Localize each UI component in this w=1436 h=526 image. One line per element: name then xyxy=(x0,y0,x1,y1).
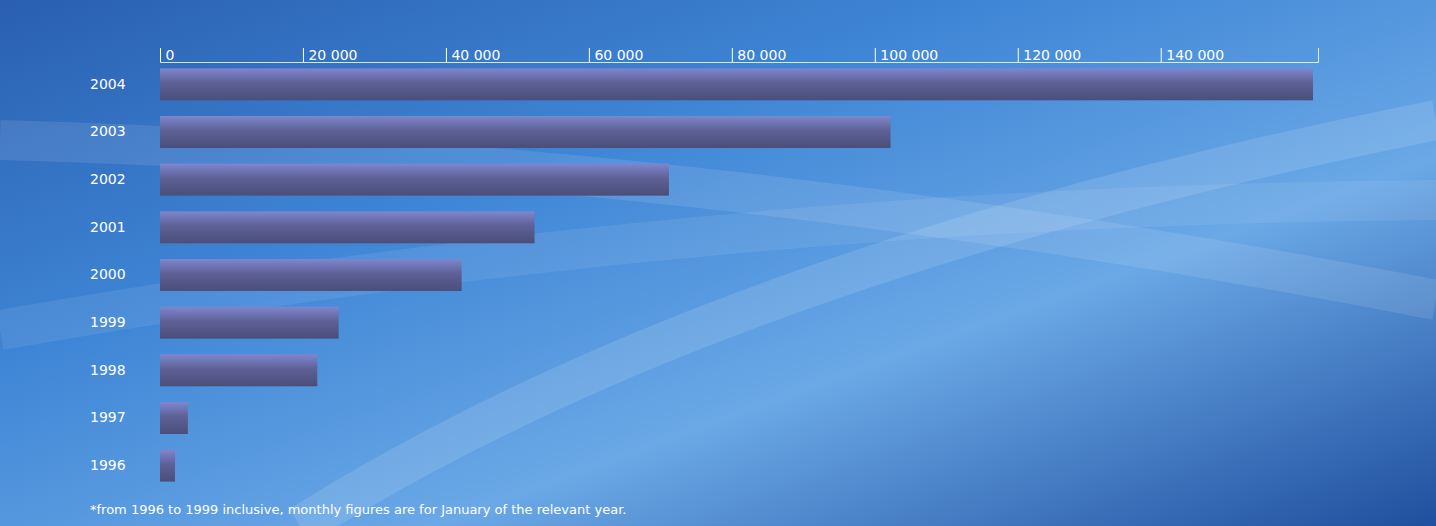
category-label: 2000 xyxy=(90,266,126,282)
axis-line xyxy=(161,48,1319,63)
category-label: 2001 xyxy=(90,219,126,235)
bar xyxy=(160,164,669,196)
tick: 60 000 xyxy=(589,47,643,63)
bar xyxy=(160,116,891,148)
tick: 2003 xyxy=(90,123,126,139)
tick: 2001 xyxy=(90,219,126,235)
tick-label: 60 000 xyxy=(594,47,643,63)
bar xyxy=(160,450,175,482)
bar xyxy=(160,307,339,339)
tick: 2000 xyxy=(90,266,126,282)
tick: 140 000 xyxy=(1161,47,1224,63)
tick: 1999 xyxy=(90,314,126,330)
category-label: 2003 xyxy=(90,123,126,139)
tick: 2004 xyxy=(90,76,126,92)
background xyxy=(0,0,1436,526)
category-label: 2004 xyxy=(90,76,126,92)
tick-mark xyxy=(875,48,876,62)
x-axis: 0 20 000 40 000 60 000 80 000 100 000 120 000 1… xyxy=(161,47,1319,63)
tick: 2002 xyxy=(90,171,126,187)
bars xyxy=(160,68,1313,481)
tick: 40 000 xyxy=(446,47,500,63)
tick: 1996 xyxy=(90,457,126,473)
tick: 100 000 xyxy=(875,47,938,63)
bar xyxy=(160,402,188,434)
bar xyxy=(160,211,535,243)
tick: 80 000 xyxy=(732,47,786,63)
category-label: 1996 xyxy=(90,457,126,473)
tick-mark xyxy=(1161,48,1162,62)
y-axis: 2004 2003 2002 2001 2000 1999 1998 1997 1996 xyxy=(90,76,126,473)
background-streaks xyxy=(0,120,1436,526)
category-label: 1998 xyxy=(90,362,126,378)
tick-label: 140 000 xyxy=(1166,47,1224,63)
tick: 1997 xyxy=(90,409,126,425)
category-label: 2002 xyxy=(90,171,126,187)
tick-label: 100 000 xyxy=(880,47,938,63)
chart: 0 20 000 40 000 60 000 80 000 100 000 120 000 1… xyxy=(0,0,1436,526)
tick: 20 000 xyxy=(303,47,357,63)
bar xyxy=(160,259,462,291)
tick: 0 xyxy=(161,47,175,63)
tick-label: 0 xyxy=(166,47,175,63)
tick: 120 000 xyxy=(1018,47,1081,63)
category-label: 1999 xyxy=(90,314,126,330)
bar xyxy=(160,68,1313,100)
tick-mark xyxy=(160,48,161,62)
tick: 1998 xyxy=(90,362,126,378)
bar xyxy=(160,354,317,386)
tick-label: 80 000 xyxy=(737,47,786,63)
tick-mark xyxy=(303,48,304,62)
tick-mark xyxy=(732,48,733,62)
footnote: *from 1996 to 1999 inclusive, monthly fi… xyxy=(90,502,626,517)
tick-mark xyxy=(446,48,447,62)
category-label: 1997 xyxy=(90,409,126,425)
tick-mark xyxy=(589,48,590,62)
tick-label: 40 000 xyxy=(451,47,500,63)
tick-label: 20 000 xyxy=(308,47,357,63)
tick-label: 120 000 xyxy=(1023,47,1081,63)
tick-mark xyxy=(1018,48,1019,62)
